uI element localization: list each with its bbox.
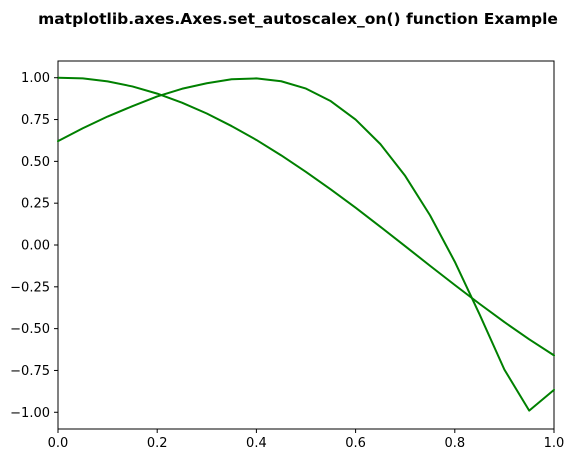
x-tick-label: 0.0 [48, 436, 69, 451]
y-tick-label: 0.75 [21, 113, 50, 128]
series-layer [57, 76, 555, 412]
x-tick-label: 0.8 [444, 436, 465, 451]
y-tick-label: −1.00 [10, 406, 50, 421]
y-axis-ticks: 1.00 0.75 0.50 0.25 0.00 −0.25 −0.50 −0.75 −1.00 [10, 71, 58, 421]
y-tick-label: 1.00 [21, 71, 50, 86]
y-tick-label: −0.75 [10, 364, 50, 379]
x-axis-ticks: 0.0 0.2 0.4 0.6 0.8 1.0 [48, 429, 565, 451]
y-tick-label: 0.25 [21, 197, 50, 212]
x-tick-label: 0.6 [345, 436, 366, 451]
series-line-2 [57, 77, 555, 412]
plot-area-frame [57, 60, 555, 430]
y-tick-label: 0.00 [21, 239, 50, 254]
chart-title: matplotlib.axes.Axes.set_autoscalex_on()… [38, 10, 558, 28]
y-tick-label: −0.50 [10, 322, 50, 337]
x-tick-label: 1.0 [544, 436, 565, 451]
x-tick-label: 0.2 [147, 436, 168, 451]
x-tick-label: 0.4 [246, 436, 267, 451]
y-tick-label: −0.25 [10, 280, 50, 295]
y-tick-label: 0.50 [21, 155, 50, 170]
